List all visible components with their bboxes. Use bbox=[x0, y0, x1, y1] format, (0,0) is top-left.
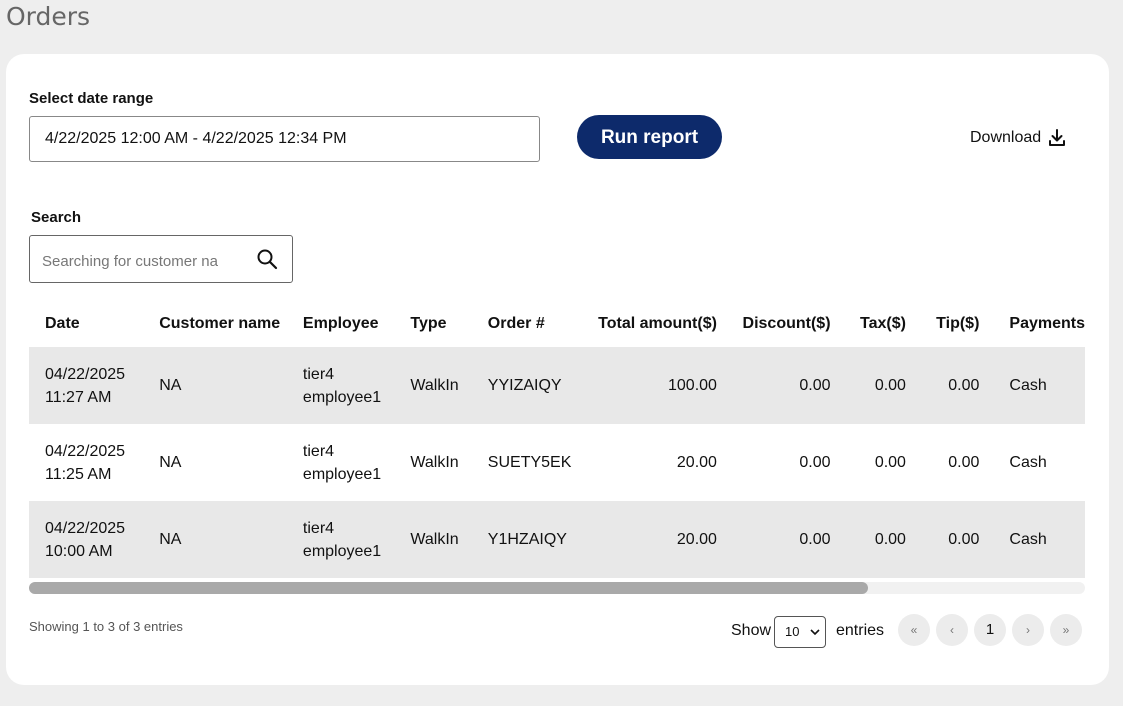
cell-order: Y1HZAIQY bbox=[471, 501, 572, 578]
cell-customer: NA bbox=[159, 454, 182, 471]
column-header-type[interactable]: Type bbox=[410, 315, 447, 332]
order-time: 11:27 AM bbox=[45, 388, 112, 406]
employee-line-2: employee1 bbox=[302, 388, 382, 406]
first-page-button[interactable]: « bbox=[898, 614, 930, 646]
cell-employee: tier4 employee1 bbox=[286, 501, 395, 578]
date-range-label: Select date range bbox=[29, 90, 154, 107]
orders-card: Select date range 4/22/2025 12:00 AM - 4… bbox=[6, 54, 1109, 685]
employee-line-2: employee1 bbox=[302, 542, 382, 560]
employee-line-1: tier4 bbox=[302, 365, 335, 383]
entries-label: entries bbox=[836, 622, 885, 639]
search-box bbox=[29, 235, 293, 283]
cell-date: 04/22/2025 11:25 AM bbox=[29, 424, 143, 501]
cell-order: SUETY5EK bbox=[487, 454, 572, 471]
entries-info: Showing 1 to 3 of 3 entries bbox=[29, 619, 183, 634]
employee-line-1: tier4 bbox=[302, 519, 335, 537]
cell-discount: 0.00 bbox=[716, 347, 831, 424]
cell-type: WalkIn bbox=[410, 454, 459, 471]
cell-payments: Cash bbox=[1009, 454, 1047, 471]
column-header-tip[interactable]: Tip($) bbox=[936, 315, 980, 332]
cell-type: WalkIn bbox=[394, 501, 472, 578]
cell-employee: tier4 employee1 bbox=[286, 347, 395, 424]
order-date: 04/22/2025 bbox=[45, 365, 126, 383]
order-date: 04/22/2025 bbox=[45, 442, 126, 460]
table-row[interactable]: 04/22/2025 11:25 AM NA tier4 employee1 Wal… bbox=[29, 424, 1085, 501]
cell-payments: Cash bbox=[979, 347, 1085, 424]
page-1-button[interactable]: 1 bbox=[974, 614, 1006, 646]
cell-customer: NA bbox=[143, 501, 287, 578]
cell-total: 20.00 bbox=[571, 501, 717, 578]
column-header-employee[interactable]: Employee bbox=[302, 315, 379, 332]
cell-tax: 0.00 bbox=[830, 347, 906, 424]
order-time: 11:25 AM bbox=[45, 465, 112, 483]
cell-tip: 0.00 bbox=[905, 501, 980, 578]
download-button[interactable]: Download bbox=[970, 128, 1067, 148]
cell-discount: 0.00 bbox=[716, 501, 831, 578]
orders-table: Date Customer name Employee Type Order #… bbox=[29, 301, 1085, 578]
column-header-date[interactable]: Date bbox=[45, 315, 80, 332]
cell-type: WalkIn bbox=[394, 347, 472, 424]
cell-tip: 0.00 bbox=[948, 454, 980, 471]
cell-discount: 0.00 bbox=[799, 454, 831, 471]
run-report-button[interactable]: Run report bbox=[577, 115, 722, 159]
cell-order: YYIZAIQY bbox=[471, 347, 572, 424]
column-header-order[interactable]: Order # bbox=[487, 315, 545, 332]
scrollbar-thumb[interactable] bbox=[29, 582, 868, 594]
column-header-total[interactable]: Total amount($) bbox=[598, 315, 717, 332]
table-row[interactable]: 04/22/2025 11:27 AM NA tier4 employee1 Wal… bbox=[29, 347, 1085, 424]
column-header-payments[interactable]: Payments bbox=[1009, 315, 1085, 332]
employee-line-2: employee1 bbox=[302, 465, 382, 483]
page-title: Orders bbox=[6, 2, 91, 31]
cell-customer: NA bbox=[143, 347, 287, 424]
table-row[interactable]: 04/22/2025 10:00 AM NA tier4 employee1 Wal… bbox=[29, 501, 1085, 578]
page-size-value: 10 bbox=[785, 624, 800, 639]
cell-employee: tier4 employee1 bbox=[287, 424, 394, 501]
column-header-customer[interactable]: Customer name bbox=[159, 315, 281, 332]
download-icon bbox=[1049, 129, 1066, 146]
cell-payments: Cash bbox=[979, 501, 1085, 578]
order-time: 10:00 AM bbox=[45, 542, 113, 560]
cell-tax: 0.00 bbox=[874, 454, 906, 471]
search-icon[interactable] bbox=[256, 248, 278, 270]
cell-total: 100.00 bbox=[571, 347, 717, 424]
last-page-button[interactable]: » bbox=[1050, 614, 1082, 646]
cell-total: 20.00 bbox=[676, 454, 717, 471]
show-label: Show bbox=[731, 622, 772, 639]
cell-date: 04/22/2025 11:27 AM bbox=[29, 347, 144, 424]
chevron-down-icon bbox=[810, 629, 820, 636]
next-page-button[interactable]: › bbox=[1012, 614, 1044, 646]
previous-page-button[interactable]: ‹ bbox=[936, 614, 968, 646]
table-header-row: Date Customer name Employee Type Order #… bbox=[29, 301, 1085, 347]
search-label: Search bbox=[31, 209, 82, 226]
cell-tax: 0.00 bbox=[830, 501, 906, 578]
cell-tip: 0.00 bbox=[905, 347, 980, 424]
page-size-select[interactable]: 10 bbox=[774, 616, 826, 648]
cell-date: 04/22/2025 10:00 AM bbox=[29, 501, 144, 578]
date-range-input[interactable]: 4/22/2025 12:00 AM - 4/22/2025 12:34 PM bbox=[29, 116, 540, 162]
column-header-tax[interactable]: Tax($) bbox=[860, 315, 906, 332]
column-header-discount[interactable]: Discount($) bbox=[742, 315, 831, 332]
horizontal-scrollbar[interactable] bbox=[29, 582, 1085, 594]
order-date: 04/22/2025 bbox=[45, 519, 126, 537]
employee-line-1: tier4 bbox=[302, 442, 335, 460]
search-input[interactable] bbox=[40, 248, 226, 274]
download-label: Download bbox=[970, 129, 1042, 146]
